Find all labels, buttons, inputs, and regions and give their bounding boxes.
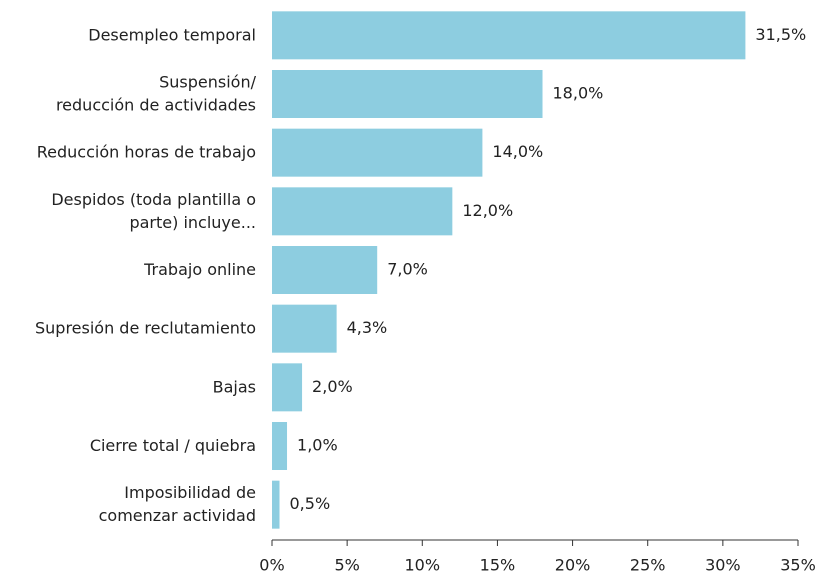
x-tick-label: 10% [405,556,441,575]
bar [272,187,453,236]
value-label: 31,5% [755,25,806,44]
x-tick-label: 0% [259,556,284,575]
category-label: Suspensión/reducción de actividades [56,72,257,114]
category-label: Trabajo online [143,260,256,279]
value-label: 1,0% [297,436,338,455]
value-label: 0,5% [290,494,331,513]
x-tick-label: 15% [480,556,516,575]
value-label: 4,3% [347,318,388,337]
category-label: Imposibilidad de comenzar actividad [99,483,256,525]
value-label: 7,0% [387,260,428,279]
bar [272,11,746,60]
category-label: Desempleo temporal [88,25,256,44]
x-tick-label: 20% [555,556,591,575]
value-label: 2,0% [312,377,353,396]
category-label: Bajas [213,377,256,396]
value-label: 14,0% [492,142,543,161]
x-tick-label: 5% [334,556,359,575]
category-label: Cierre total / quiebra [90,436,256,455]
value-label: 18,0% [553,84,604,103]
category-label: Reducción horas de trabajo [37,142,256,161]
x-tick-label: 25% [630,556,666,575]
value-label: 12,0% [462,201,513,220]
category-label: Supresión de reclutamiento [35,318,256,337]
bar [272,246,378,294]
x-tick-label: 30% [705,556,741,575]
bar [272,363,303,412]
bar [272,128,483,177]
bar [272,422,288,470]
category-label: Despidos (toda plantilla o parte) incluye… [51,189,256,231]
x-tick-label: 35% [780,556,816,575]
bar [272,70,543,118]
bar [272,480,280,529]
bar [272,304,337,353]
